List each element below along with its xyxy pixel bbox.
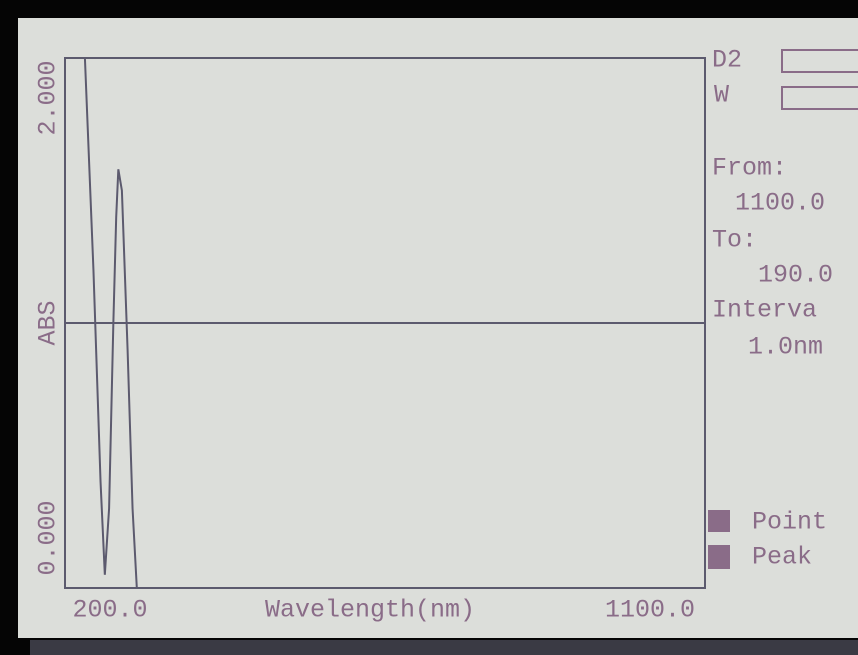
key-icon — [708, 510, 730, 532]
display — [18, 18, 858, 638]
lamp-label: D2 — [712, 46, 742, 75]
key-label[interactable]: Point — [752, 508, 827, 537]
page: ABS Wavelength(nm) D2 W From: 1100.0 To:… — [0, 0, 858, 655]
panel-value: 190.0 — [758, 261, 833, 290]
x-axis-label: Wavelength(nm) — [265, 596, 475, 625]
key-label[interactable]: Peak — [752, 543, 812, 572]
y-axis-label: ABS — [34, 300, 63, 345]
y-tick-label: 0.000 — [34, 500, 63, 575]
panel-value: 1.0nm — [748, 333, 823, 362]
panel-label: Interva — [712, 296, 817, 325]
x-tick-label: 200.0 — [72, 596, 147, 625]
status-bar — [30, 640, 858, 655]
lamp-label: W — [714, 81, 729, 110]
x-tick-label: 1100.0 — [605, 596, 695, 625]
screen: ABS Wavelength(nm) D2 W From: 1100.0 To:… — [0, 0, 858, 655]
key-icon — [708, 545, 730, 569]
panel-label: From: — [712, 154, 787, 183]
panel-label: To: — [712, 226, 757, 255]
y-tick-label: 2.000 — [34, 60, 63, 135]
panel-value: 1100.0 — [735, 189, 825, 218]
